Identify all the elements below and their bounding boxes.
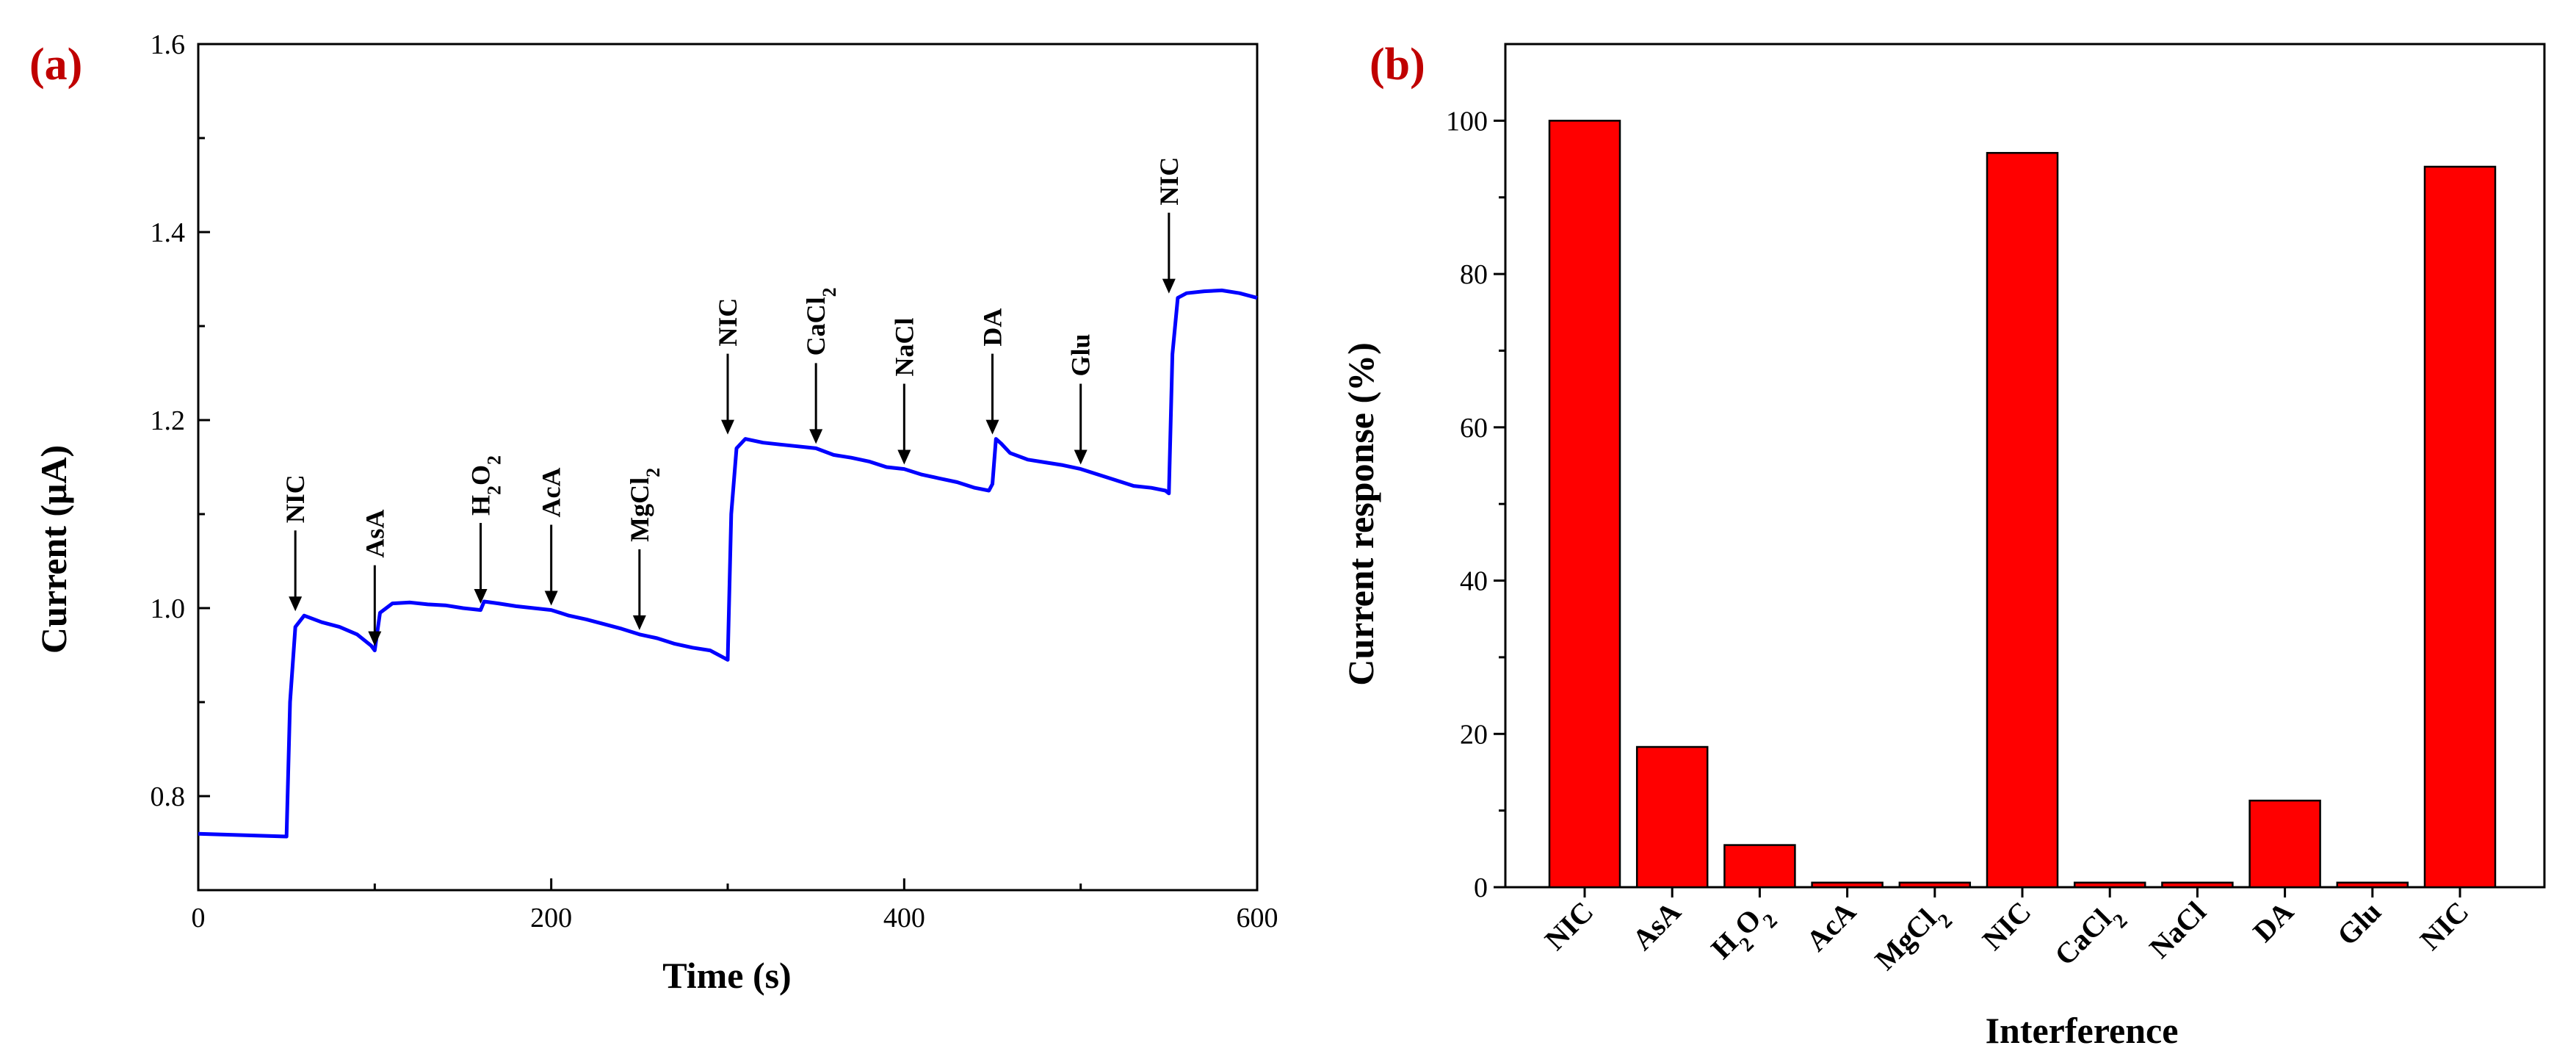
panel-b-bar — [2423, 165, 2497, 889]
panel-b-y-tick-label: 20 — [1460, 719, 1488, 750]
panel-b-y-tick-label: 100 — [1446, 106, 1488, 137]
panel-a-series-line — [198, 288, 1258, 839]
panel-b-category-label: DA — [2246, 895, 2300, 948]
panel-b-bar — [1723, 844, 1796, 889]
panel-b-category-label: NIC — [1976, 895, 2038, 957]
panel-a-annotation: Glu — [1066, 334, 1096, 465]
panel-a-y-tick-label: 1.2 — [151, 405, 186, 436]
panel-b-category-label: NIC — [1538, 895, 1600, 957]
panel-a-y-axis-title: Current (μA) — [33, 445, 74, 654]
panel-b-y-tick-label: 40 — [1460, 566, 1488, 597]
panel-b-category-label: AcA — [1800, 895, 1862, 957]
panel-b-bar — [1548, 120, 1621, 889]
annotation-arrow-head — [632, 615, 646, 630]
panel-a-annotation-label: NIC — [1154, 157, 1184, 206]
panel-b-category-label: CaCl2 — [2048, 895, 2132, 979]
panel-a-x-tick-label: 0 — [192, 903, 206, 933]
panel-b-bar — [2248, 799, 2321, 889]
panel-b-bar — [2336, 881, 2409, 889]
panel-b-label: (b) — [1370, 40, 1425, 90]
panel-b-y-tick-label: 80 — [1460, 259, 1488, 290]
panel-a-plot-frame — [197, 43, 1259, 892]
panel-a-annotation-label: AsA — [360, 510, 389, 558]
panel-a-annotation: MgCl2 — [625, 468, 664, 630]
panel-a-annotation-label: NIC — [281, 474, 310, 523]
panel-a-x-tick-label: 600 — [1237, 903, 1278, 933]
annotation-arrow-head — [474, 589, 488, 604]
panel-a-annotation: CaCl2 — [801, 287, 840, 444]
panel-a-annotation: NIC — [1154, 157, 1184, 294]
panel-b-category-label: NIC — [2414, 895, 2475, 957]
panel-a-annotation-label: DA — [978, 308, 1007, 347]
panel-a-annotation-label: H2O2 — [466, 455, 505, 516]
panel-a-y-tick-label: 1.6 — [151, 29, 186, 60]
panel-a-annotation-label: NIC — [713, 298, 742, 347]
panel-a-x-tick-label: 200 — [530, 903, 572, 933]
panel-a-annotation: DA — [978, 308, 1007, 435]
panel-b-bar — [1635, 745, 1709, 889]
panel-a-annotation-label: MgCl2 — [625, 468, 664, 542]
panel-a-annotation: NIC — [713, 298, 742, 435]
panel-a-annotation-label: NaCl — [889, 318, 919, 377]
annotation-arrow-head — [809, 429, 823, 444]
panel-b-category-label: Glu — [2331, 895, 2387, 952]
panel-b-x-axis-title: Interference — [1986, 1010, 2179, 1051]
panel-b-category-label: H2O2 — [1704, 895, 1781, 972]
annotation-arrow-head — [721, 419, 734, 435]
annotation-arrow-head — [289, 596, 303, 612]
panel-a-annotation: NaCl — [889, 318, 919, 465]
panel-b-bar — [1811, 881, 1884, 889]
panel-b-bar — [2073, 881, 2146, 889]
annotation-arrow-head — [1074, 449, 1088, 465]
panel-b-bar — [1986, 151, 2059, 889]
panel-a-annotation-label: Glu — [1066, 334, 1096, 377]
panel-a-y-tick-label: 0.8 — [151, 781, 186, 812]
panel-b-category-label: NaCl — [2143, 895, 2213, 965]
panel-a-annotation: AcA — [537, 468, 566, 606]
annotation-arrow-head — [544, 590, 558, 606]
panel-a-line-chart: (a) 0 200 400 600 0.8 1.0 1.2 1.4 1.6 NIC AsA H2O… — [29, 29, 1278, 996]
panel-a-x-axis-title: Time (s) — [662, 955, 791, 996]
panel-b-y-tick-label: 60 — [1460, 413, 1488, 444]
panel-b-bar — [2161, 881, 2234, 889]
annotation-arrow-head — [985, 419, 999, 435]
annotation-arrow-head — [897, 449, 911, 465]
annotation-arrow-head — [1162, 278, 1176, 294]
panel-a-annotation: H2O2 — [466, 455, 505, 604]
panel-a-annotation-label: CaCl2 — [801, 287, 840, 355]
panel-a-label: (a) — [29, 40, 82, 90]
panel-a-y-tick-label: 1.0 — [151, 593, 186, 624]
panel-b-category-label: AsA — [1626, 895, 1687, 956]
panel-b-bar — [1898, 881, 1972, 889]
panel-b-category-label: MgCl2 — [1868, 895, 1956, 983]
panel-a-annotation: NIC — [281, 474, 310, 612]
panel-b-y-tick-label: 0 — [1474, 873, 1488, 903]
annotation-arrow-head — [368, 631, 382, 646]
panel-b-y-axis-title: Current response (%) — [1340, 342, 1381, 686]
panel-a-annotation-label: AcA — [537, 468, 566, 518]
panel-a-y-tick-label: 1.4 — [151, 217, 186, 248]
panel-a-annotation: AsA — [360, 510, 389, 646]
panel-a-x-tick-label: 400 — [883, 903, 925, 933]
